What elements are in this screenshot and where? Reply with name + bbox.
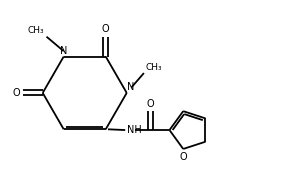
Text: CH₃: CH₃ bbox=[28, 26, 45, 35]
Text: N: N bbox=[128, 82, 135, 92]
Text: N: N bbox=[60, 46, 67, 56]
Text: O: O bbox=[147, 99, 154, 109]
Text: CH₃: CH₃ bbox=[146, 63, 162, 72]
Text: O: O bbox=[179, 152, 187, 162]
Text: O: O bbox=[12, 88, 20, 98]
Text: O: O bbox=[102, 24, 110, 34]
Text: NH: NH bbox=[127, 125, 141, 135]
